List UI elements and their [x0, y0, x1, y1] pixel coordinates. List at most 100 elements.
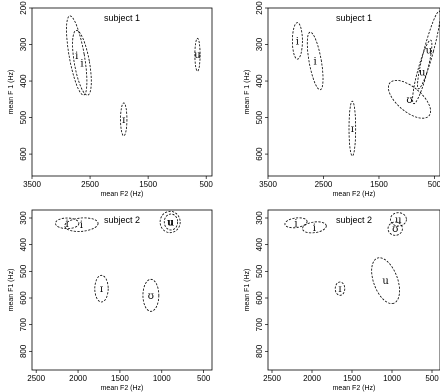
y-tick-label: 700	[255, 317, 264, 331]
panel-1: subject 1 3500 2500 1500 500 200 300 400 500 600 m…	[8, 1, 213, 198]
panel-title: subject 1	[336, 13, 372, 23]
vowel-label: ɪ	[338, 284, 341, 295]
vowel-ellipse	[72, 29, 92, 96]
y-tick-label: 400	[255, 74, 264, 88]
vowel-ellipse	[64, 217, 99, 232]
vowel-label: i	[294, 218, 297, 229]
y-tick-label: 600	[19, 291, 28, 305]
vowel-ellipse	[284, 217, 308, 229]
panel-3: subject 2 2500 2000 1500 1000 500 300 400 500 600…	[8, 209, 213, 392]
vowel-ellipse	[389, 212, 407, 227]
vowel-ellipse	[142, 278, 160, 312]
y-tick-label: 800	[19, 344, 28, 358]
plot-frame	[267, 209, 440, 371]
x-tick-label: 1500	[370, 180, 388, 189]
vowel-ellipse	[387, 79, 431, 119]
y-tick-label: 400	[255, 237, 264, 251]
vowel-ellipse	[306, 31, 324, 91]
x-tick-label: 500	[428, 180, 440, 189]
panel-title: subject 2	[104, 215, 140, 225]
vowel-label: u	[194, 50, 201, 61]
vowel-label: i	[296, 36, 299, 47]
y-axis-label: mean F 1 (Hz)	[8, 70, 15, 115]
vowel-label: ʊ	[406, 95, 412, 106]
y-tick-label: 400	[19, 237, 28, 251]
y-tick-label: 300	[255, 211, 264, 225]
vowel-ellipse	[163, 213, 179, 231]
x-tick-label: 500	[200, 180, 214, 189]
x-tick-label: 2500	[263, 374, 281, 383]
vowel-ellipse	[120, 102, 128, 137]
x-tick-label: 500	[425, 374, 439, 383]
x-tick-label: 3500	[23, 180, 41, 189]
plot-frame	[31, 7, 213, 177]
x-tick-label: 2500	[81, 180, 99, 189]
y-tick-label: 300	[19, 37, 28, 51]
y-axis-label: mean F 1 (Hz)	[244, 70, 251, 115]
y-tick-label: 800	[255, 344, 264, 358]
vowel-ellipse	[159, 210, 181, 234]
plot-frame	[267, 7, 440, 177]
vowel-label: u	[168, 218, 175, 229]
x-tick-label: 1500	[343, 374, 361, 383]
vowel-label: i	[80, 58, 83, 69]
vowel-label: u	[167, 218, 174, 229]
y-tick-label: 400	[19, 74, 28, 88]
vowel-label: i	[80, 220, 83, 231]
plot-frame	[31, 209, 213, 371]
vowel-ellipse	[194, 37, 201, 72]
x-tick-label: 500	[197, 374, 211, 383]
x-tick-label: 1500	[139, 180, 157, 189]
x-tick-label: 3500	[259, 180, 277, 189]
vowel-ellipse	[334, 281, 346, 296]
x-tick-label: 2500	[27, 374, 45, 383]
y-tick-label: 500	[255, 264, 264, 278]
y-tick-label: 700	[19, 317, 28, 331]
vowel-label: u	[395, 215, 402, 226]
x-tick-label: 2000	[303, 374, 321, 383]
vowel-ellipse	[292, 22, 303, 60]
vowel-label: i	[314, 56, 317, 67]
vowel-label: ɪ	[351, 124, 354, 135]
x-tick-label: 2000	[69, 374, 87, 383]
x-axis-label: mean F2 (Hz)	[333, 191, 376, 198]
y-tick-label: 300	[19, 211, 28, 225]
vowel-label: i	[66, 219, 69, 230]
y-tick-label: 600	[255, 291, 264, 305]
panel-title: subject 2	[336, 215, 372, 225]
x-axis-label: mean F2 (Hz)	[101, 191, 144, 198]
vowel-ellipse	[302, 221, 327, 234]
vowel-ellipse	[55, 217, 80, 230]
vowel-label: ʊ	[392, 224, 398, 235]
vowel-ellipse	[387, 221, 403, 236]
vowel-label: u	[419, 67, 426, 78]
vowel-ellipse	[66, 15, 88, 96]
y-axis-label: mean F1 (Hz)	[244, 269, 251, 312]
panel-4: subject 2 2500 2000 1500 1000 500 300 400 500 600…	[244, 209, 440, 392]
vowel-label: i	[313, 223, 316, 234]
y-tick-label: 300	[255, 37, 264, 51]
vowel-label: ʊ	[148, 291, 154, 302]
vowel-ellipse	[412, 39, 433, 105]
vowel-label: i	[75, 51, 78, 62]
vowel-ellipse	[348, 100, 357, 157]
vowel-label: ɪ	[100, 284, 103, 295]
x-tick-label: 2500	[315, 180, 333, 189]
vowel-label: u	[382, 276, 389, 287]
vowel-label: u	[426, 46, 433, 57]
y-tick-label: 600	[19, 147, 28, 161]
y-tick-label: 200	[255, 1, 264, 15]
x-axis-label: mean F2 (Hz)	[333, 385, 376, 392]
y-tick-label: 500	[255, 110, 264, 124]
vowel-ellipse	[371, 257, 400, 304]
vowel-label: ɪ	[122, 115, 125, 126]
panel-title: subject 1	[104, 13, 140, 23]
y-tick-label: 500	[19, 264, 28, 278]
x-tick-label: 1500	[111, 374, 129, 383]
y-tick-label: 500	[19, 110, 28, 124]
y-tick-label: 600	[255, 147, 264, 161]
x-tick-label: 1000	[383, 374, 401, 383]
y-axis-label: mean F1 (Hz)	[8, 269, 15, 312]
vowel-ellipse	[94, 274, 109, 303]
